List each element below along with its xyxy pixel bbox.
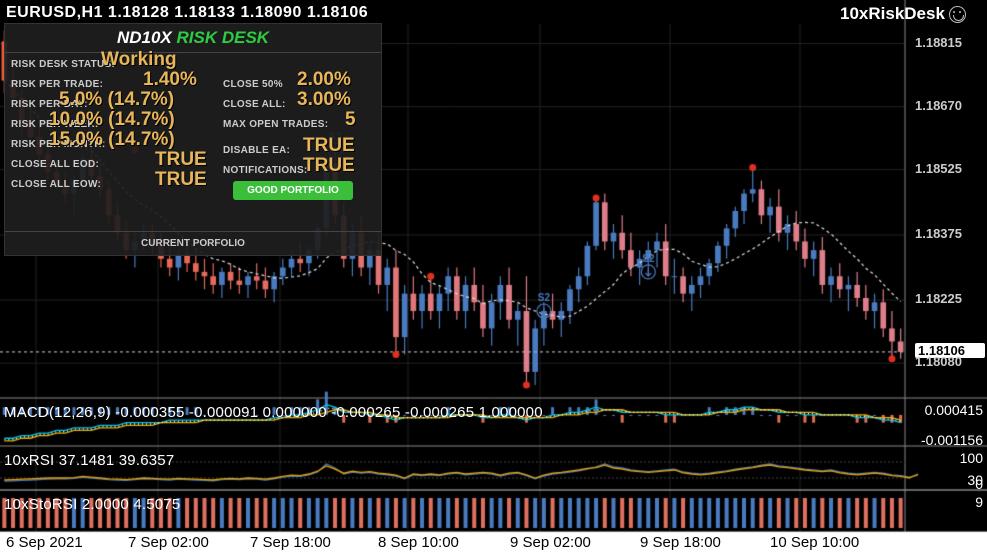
time-tick: 9 Sep 02:00: [510, 534, 591, 551]
lbl-status: RISK DESK STATUS:: [11, 59, 115, 70]
price-tick: 1.18815: [915, 35, 985, 50]
price-tick: 1.18080: [915, 354, 985, 369]
price-3: 1.18090: [241, 4, 302, 21]
price-tick: 1.18225: [915, 291, 985, 306]
indicator-ylabel: -0.001156: [921, 432, 983, 448]
smile-icon: [949, 6, 966, 23]
lbl-maxopen: MAX OPEN TRADES:: [223, 119, 328, 130]
val-maxopen: 5: [345, 109, 356, 131]
val-close-eod: TRUE: [155, 149, 207, 171]
risk-desk-panel: ND10X RISK DESK RISK DESK STATUS: RISK P…: [4, 23, 382, 256]
time-tick: 6 Sep 2021: [6, 534, 83, 551]
val-status: Working: [101, 49, 177, 71]
val-risk-trade: 1.40%: [143, 69, 197, 91]
good-portfolio-button[interactable]: GOOD PORTFOLIO: [233, 181, 353, 200]
indicator-ylabel: 30: [967, 472, 983, 488]
symbol-header: EURUSD,H1 1.18128 1.18133 1.18090 1.1810…: [6, 4, 368, 22]
symbol-name: EURUSD,H1: [6, 4, 103, 21]
chart-area[interactable]: EURUSD,H1 1.18128 1.18133 1.18090 1.1810…: [0, 0, 987, 555]
val-closeall: 3.00%: [297, 89, 351, 111]
val-close50: 2.00%: [297, 69, 351, 91]
price-1: 1.18128: [108, 4, 169, 21]
val-risk-day: 5.0% (14.7%): [59, 89, 174, 111]
indicator-ylabel: 9: [975, 494, 983, 510]
lbl-close-eod: CLOSE ALL EOD:: [11, 159, 99, 170]
time-tick: 8 Sep 10:00: [378, 534, 459, 551]
val-risk-week: 10.0% (14.7%): [49, 109, 175, 131]
brand-label: 10xRiskDesk: [840, 4, 966, 24]
indicator-title-rsi: 10xRSI 37.1481 39.6357: [4, 452, 174, 469]
lbl-closeall: CLOSE ALL:: [223, 99, 286, 110]
indicator-title-storsi: 10xStoRSI 2.0000 4.5075: [4, 496, 180, 513]
lbl-notif: NOTIFICATIONS:: [223, 165, 308, 176]
val-notif: TRUE: [303, 155, 355, 177]
price-tick: 1.18670: [915, 98, 985, 113]
indicator-title-macd: MACD(12,26,9) -0.000355 -0.000091 0.0000…: [4, 404, 543, 421]
time-tick: 10 Sep 10:00: [770, 534, 859, 551]
lbl-close50: CLOSE 50%: [223, 79, 283, 90]
price-2: 1.18133: [174, 4, 235, 21]
price-tick: 1.18525: [915, 161, 985, 176]
indicator-ylabel: 0.000415: [925, 402, 983, 418]
val-close-eow: TRUE: [155, 169, 207, 191]
lbl-close-eow: CLOSE ALL EOW:: [11, 179, 101, 190]
time-tick: 7 Sep 02:00: [128, 534, 209, 551]
val-risk-month: 15.0% (14.7%): [49, 129, 175, 151]
panel-title: ND10X RISK DESK: [5, 24, 381, 53]
time-tick: 7 Sep 18:00: [250, 534, 331, 551]
price-4: 1.18106: [307, 4, 368, 21]
lbl-disable: DISABLE EA:: [223, 145, 290, 156]
current-portfolio-button[interactable]: CURRENT PORFOLIO: [5, 231, 381, 255]
indicator-ylabel: 100: [960, 450, 983, 466]
price-tick: 1.18375: [915, 226, 985, 241]
time-tick: 9 Sep 18:00: [640, 534, 721, 551]
val-disable: TRUE: [303, 135, 355, 157]
